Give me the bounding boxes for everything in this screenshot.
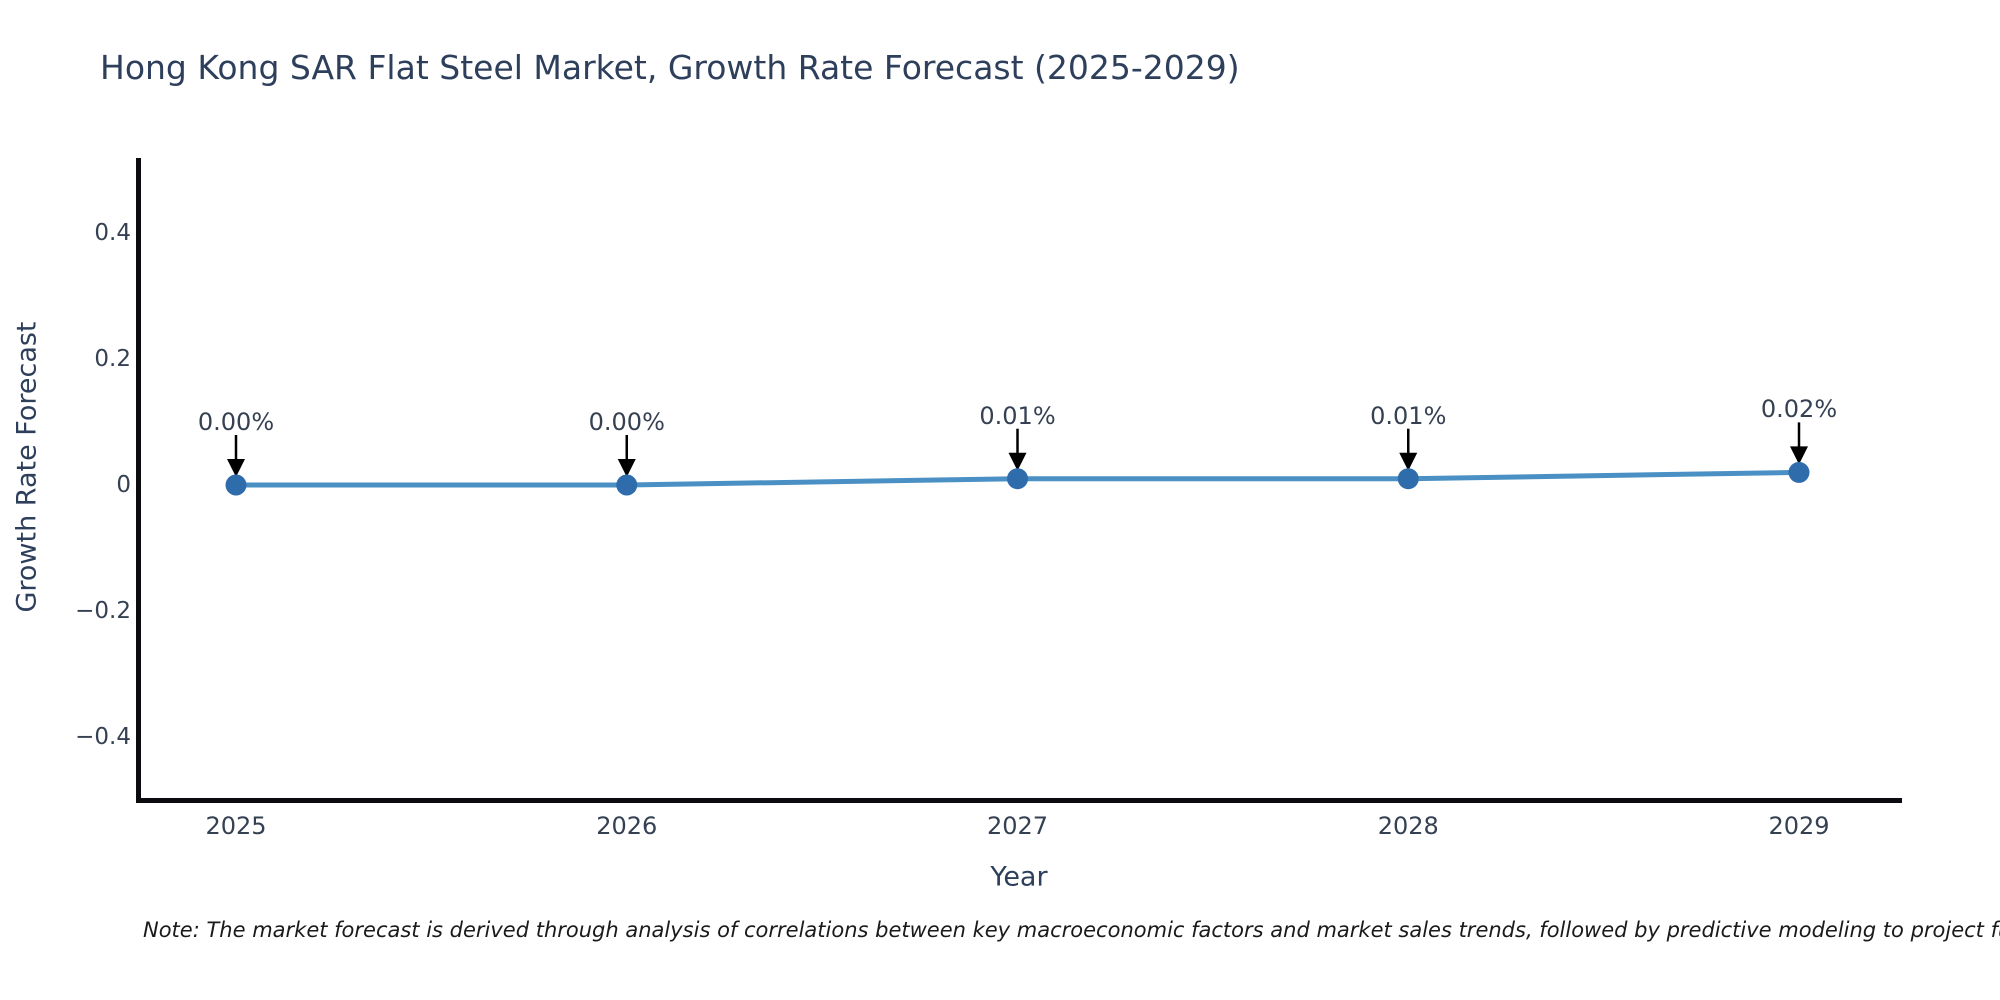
- point-annotation: 0.01%: [1370, 401, 1447, 430]
- annotation-arrow-head: [1008, 452, 1027, 471]
- y-tick-label: −0.2: [75, 598, 131, 624]
- y-tick-label: 0: [116, 472, 131, 498]
- x-tick-label: 2029: [1768, 812, 1830, 840]
- y-tick-label: −0.4: [75, 724, 131, 750]
- footnote: Note: The market forecast is derived thr…: [143, 918, 2000, 942]
- data-point-marker: [1397, 468, 1419, 490]
- chart-title: Hong Kong SAR Flat Steel Market, Growth …: [100, 48, 1240, 87]
- annotation-arrow-head: [227, 459, 245, 477]
- y-tick-label: 0.2: [94, 346, 131, 372]
- x-axis-label: Year: [990, 861, 1048, 893]
- annotation-arrow-head: [617, 459, 636, 477]
- x-tick-label: 2026: [596, 812, 658, 840]
- point-annotation: 0.00%: [197, 408, 275, 436]
- point-annotation: 0.02%: [1760, 395, 1838, 424]
- data-point-marker: [616, 474, 638, 496]
- x-axis-spine: [136, 798, 1902, 803]
- annotation-arrow-head: [1399, 452, 1418, 471]
- data-point-marker: [225, 474, 247, 496]
- y-axis-spine: [136, 158, 141, 803]
- x-tick-label: 2027: [986, 812, 1049, 840]
- x-tick-label: 2025: [205, 812, 267, 840]
- data-point-marker: [1007, 468, 1028, 490]
- annotation-arrow-head: [1790, 446, 1808, 465]
- point-annotation: 0.01%: [979, 401, 1056, 430]
- y-axis-label: Growth Rate Forecast: [11, 321, 43, 613]
- data-point-marker: [1788, 461, 1810, 483]
- y-tick-label: 0.4: [94, 220, 131, 246]
- x-tick-label: 2028: [1377, 812, 1439, 840]
- point-annotation: 0.00%: [588, 408, 665, 436]
